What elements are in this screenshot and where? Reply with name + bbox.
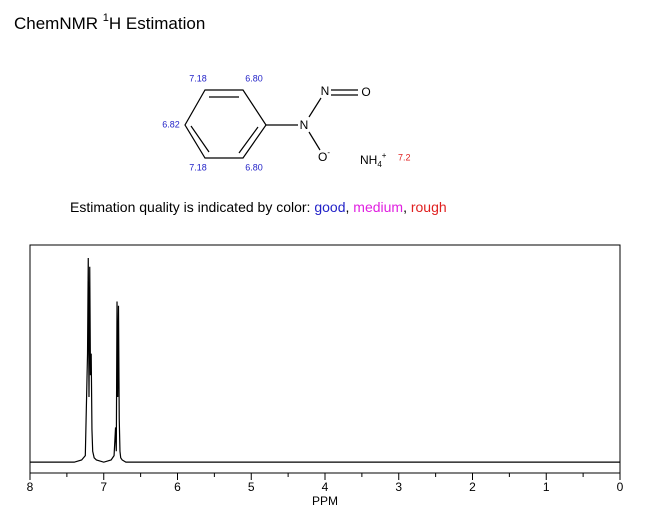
ion-charge: + — [382, 151, 387, 160]
legend-text: Estimation quality is indicated by color… — [70, 199, 314, 215]
x-tick-label: 5 — [248, 480, 255, 494]
atom: N — [300, 118, 309, 132]
legend: Estimation quality is indicated by color… — [70, 199, 447, 215]
ion-symbol: NH — [360, 153, 377, 167]
charge: - — [327, 148, 330, 157]
shift-label: 6.82 — [162, 119, 180, 129]
x-tick-label: 4 — [322, 480, 329, 494]
bond — [308, 131, 321, 151]
molecule: N N O O- NH4+ 7.2 7.18 6.80 6.82 7.18 6.… — [162, 73, 410, 172]
atom-symbol: O — [318, 150, 327, 164]
ion: NH4+ — [360, 151, 387, 169]
x-tick-label: 0 — [617, 480, 624, 494]
title-part: H Estimation — [109, 14, 205, 33]
legend-good: good — [314, 199, 345, 215]
x-tick-label: 2 — [469, 480, 476, 494]
x-tick-label: 3 — [395, 480, 402, 494]
shift-label: 7.18 — [189, 162, 207, 172]
atom: O- — [318, 148, 330, 164]
shift-label: 7.18 — [189, 73, 207, 83]
shift-label: 6.80 — [245, 162, 263, 172]
atom: N — [321, 84, 330, 98]
title-sup: 1 — [103, 12, 109, 24]
title-part: ChemNMR — [14, 14, 103, 33]
legend-rough: rough — [411, 199, 447, 215]
x-tick-label: 7 — [100, 480, 107, 494]
atom: O — [361, 85, 370, 99]
legend-medium: medium — [353, 199, 403, 215]
x-tick-label: 8 — [27, 480, 34, 494]
legend-text: , — [346, 199, 354, 215]
ring — [184, 89, 267, 159]
title: ChemNMR 1H Estimation — [14, 12, 205, 34]
x-tick-label: 6 — [174, 480, 181, 494]
ion-shift: 7.2 — [398, 152, 411, 162]
legend-text: , — [403, 199, 411, 215]
bond — [238, 126, 259, 154]
ion-sub: 4 — [377, 160, 382, 169]
spectrum-line — [30, 258, 620, 463]
x-axis-label: PPM — [312, 494, 338, 508]
bond — [190, 125, 210, 153]
bond — [308, 97, 322, 118]
x-tick-label: 1 — [543, 480, 550, 494]
shift-label: 6.80 — [245, 73, 263, 83]
